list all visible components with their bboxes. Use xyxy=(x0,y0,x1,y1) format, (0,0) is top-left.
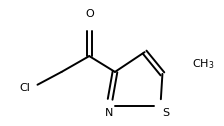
Text: CH$_3$: CH$_3$ xyxy=(192,57,215,71)
Text: Cl: Cl xyxy=(19,83,30,93)
Text: N: N xyxy=(105,108,113,118)
Text: S: S xyxy=(162,107,170,118)
Text: O: O xyxy=(85,9,94,20)
